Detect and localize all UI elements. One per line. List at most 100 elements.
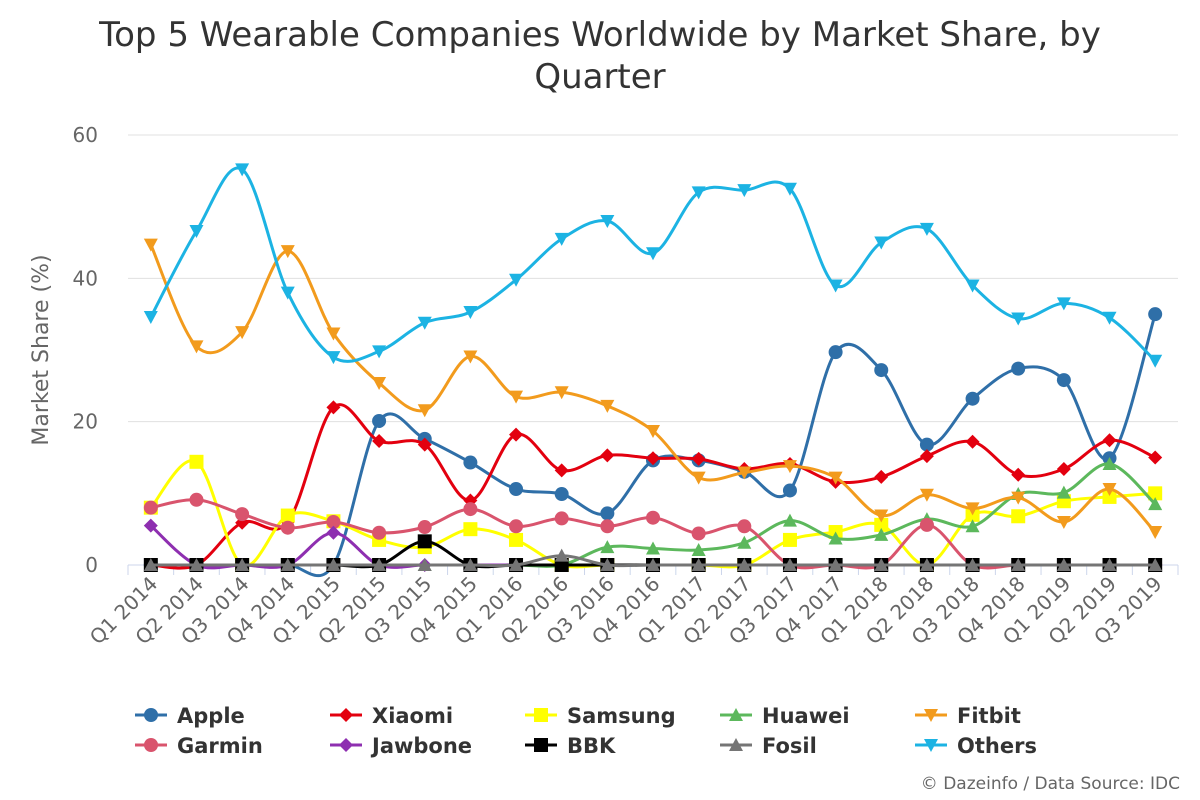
data-point-jawbone-q1-2014 [143, 518, 158, 533]
data-point-fitbit-q1-2016 [509, 390, 524, 404]
data-point-xiaomi-q1-2017 [691, 451, 706, 466]
data-point-apple-q1-2019 [1056, 373, 1071, 388]
legend-label-fosil: Fosil [762, 734, 817, 758]
data-point-garmin-q1-2014 [143, 500, 158, 515]
legend-marker-garmin [144, 738, 158, 752]
legend-item-bbk: BBK [525, 734, 616, 758]
data-point-xiaomi-q3-2018 [965, 434, 980, 449]
y-tick-label-20: 20 [73, 410, 98, 434]
data-point-xiaomi-q2-2015 [372, 434, 387, 449]
data-point-fosil-q1-2015 [326, 558, 341, 571]
data-point-others-q3-2014 [235, 163, 250, 177]
data-point-apple-q2-2016 [554, 487, 569, 502]
data-point-others-q4-2016 [646, 247, 660, 261]
data-point-samsung-q4-2015 [463, 522, 478, 537]
data-point-huawei-q3-2016 [600, 540, 615, 554]
legend-item-fosil: Fosil [720, 734, 817, 758]
data-point-others-q2-2014 [189, 225, 204, 239]
data-point-xiaomi-q4-2016 [646, 451, 660, 466]
data-point-fosil-q3-2015 [417, 558, 432, 571]
data-point-samsung-q4-2018 [1011, 509, 1026, 524]
data-point-huawei-q2-2019 [1102, 456, 1117, 470]
legend-label-garmin: Garmin [177, 734, 263, 758]
data-point-apple-q3-2016 [600, 506, 615, 521]
data-point-apple-q4-2017 [828, 345, 843, 360]
data-point-bbk-q3-2015 [417, 534, 432, 549]
legend-marker-apple [144, 708, 158, 722]
data-point-fosil-q1-2016 [509, 558, 524, 571]
data-point-others-q3-2017 [782, 182, 797, 196]
series-line-fitbit [149, 243, 1157, 534]
data-point-others-q4-2017 [828, 279, 843, 293]
series-apple [143, 307, 1163, 578]
data-point-fitbit-q1-2019 [1056, 516, 1071, 529]
data-point-others-q2-2018 [919, 222, 934, 236]
legend-item-fitbit: Fitbit [915, 704, 1021, 728]
legend-item-samsung: Samsung [525, 704, 676, 728]
data-point-others-q3-2018 [965, 279, 980, 293]
legend-item-jawbone: Jawbone [330, 734, 472, 758]
data-point-xiaomi-q2-2019 [1102, 433, 1117, 448]
legend-item-huawei: Huawei [720, 704, 850, 728]
data-point-fosil-q3-2014 [235, 558, 250, 571]
data-point-fosil-q3-2018 [965, 558, 980, 571]
data-point-others-q2-2019 [1102, 311, 1117, 325]
data-point-fitbit-q2-2018 [919, 488, 934, 502]
data-point-huawei-q1-2019 [1056, 485, 1071, 499]
legend-marker-fitbit [924, 709, 938, 722]
legend-item-garmin: Garmin [135, 734, 263, 758]
source-credit: © Dazeinfo / Data Source: IDC [920, 774, 1180, 794]
data-point-others-q3-2015 [417, 316, 432, 330]
data-point-huawei-q1-2017 [691, 542, 706, 556]
data-point-fitbit-q2-2017 [737, 466, 752, 480]
data-point-fitbit-q4-2014 [280, 245, 295, 259]
data-point-apple-q2-2015 [372, 413, 387, 428]
data-point-fitbit-q4-2017 [828, 471, 843, 485]
legend-label-huawei: Huawei [762, 704, 850, 728]
data-point-fosil-q1-2014 [143, 558, 158, 571]
data-point-xiaomi-q2-2016 [554, 463, 569, 478]
data-point-garmin-q3-2014 [235, 507, 250, 522]
data-point-apple-q4-2018 [1011, 361, 1026, 376]
legend-label-xiaomi: Xiaomi [372, 704, 453, 728]
data-point-others-q1-2015 [326, 351, 341, 365]
data-point-apple-q4-2015 [463, 455, 478, 470]
data-point-fosil-q4-2014 [280, 558, 295, 571]
data-point-fitbit-q1-2018 [874, 509, 889, 523]
data-point-samsung-q3-2017 [782, 532, 797, 547]
data-point-apple-q3-2018 [965, 391, 980, 406]
data-point-samsung-q1-2018 [874, 517, 889, 532]
data-point-others-q4-2018 [1011, 312, 1026, 326]
data-point-xiaomi-q2-2018 [919, 449, 934, 464]
y-tick-label-60: 60 [73, 123, 98, 147]
data-point-fosil-q2-2015 [372, 558, 387, 571]
legend-marker-jawbone [339, 738, 353, 752]
data-point-xiaomi-q1-2015 [326, 400, 341, 415]
series-line-apple [149, 312, 1157, 578]
data-point-fosil-q2-2018 [919, 558, 934, 571]
data-point-xiaomi-q3-2015 [417, 437, 432, 452]
legend-label-samsung: Samsung [567, 704, 676, 728]
data-point-others-q2-2015 [372, 345, 387, 359]
data-point-garmin-q2-2014 [189, 492, 204, 507]
data-point-others-q2-2016 [554, 232, 569, 246]
data-point-fosil-q1-2018 [874, 558, 889, 571]
chart-title-line-2: Quarter [534, 57, 666, 97]
y-tick-label-40: 40 [73, 266, 98, 290]
data-point-xiaomi-q3-2019 [1148, 450, 1163, 465]
data-point-huawei-q1-2018 [874, 527, 889, 541]
data-point-others-q4-2015 [463, 306, 478, 320]
data-point-garmin-q1-2016 [509, 519, 524, 534]
data-point-huawei-q4-2016 [646, 541, 660, 555]
data-point-fosil-q2-2014 [189, 558, 204, 571]
series-others [143, 163, 1163, 368]
data-point-xiaomi-q1-2016 [509, 427, 524, 442]
data-point-fitbit-q4-2018 [1011, 491, 1026, 505]
data-point-others-q1-2014 [143, 311, 158, 325]
data-point-fitbit-q2-2015 [372, 376, 387, 390]
data-point-garmin-q1-2017 [691, 526, 706, 541]
data-point-fosil-q2-2016 [554, 548, 569, 562]
y-axis-label: Market Share (%) [29, 254, 54, 445]
chart-title: Top 5 Wearable Companies Worldwide by Ma… [0, 14, 1200, 98]
data-point-fitbit-q2-2014 [189, 340, 204, 354]
